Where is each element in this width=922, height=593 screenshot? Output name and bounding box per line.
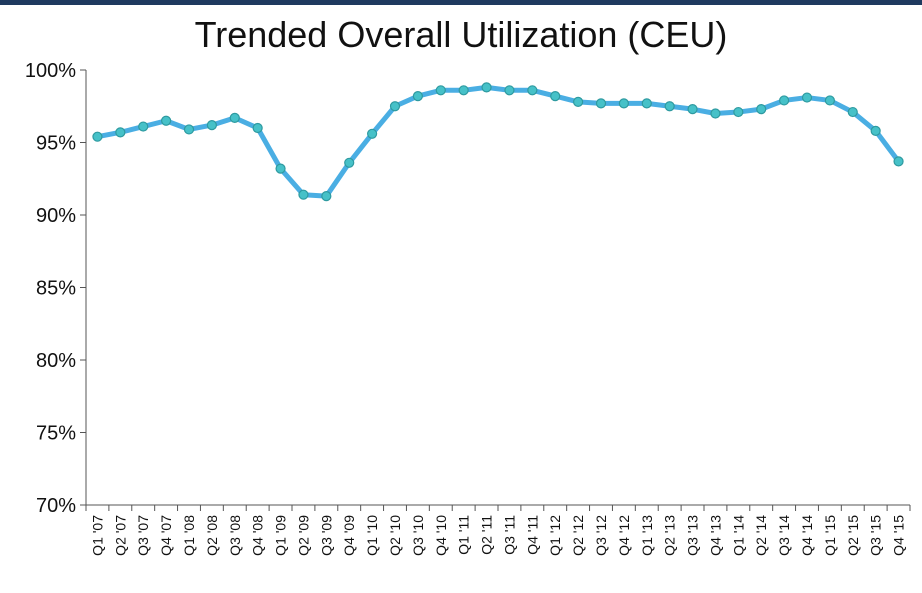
x-tick-label: Q3 '15 bbox=[868, 515, 884, 556]
data-point bbox=[115, 127, 126, 138]
x-tick-label: Q4 '15 bbox=[891, 515, 907, 556]
x-tick-label: Q1 '12 bbox=[547, 515, 563, 556]
data-point bbox=[412, 90, 423, 102]
y-tick-label: 70% bbox=[36, 495, 76, 517]
data-point bbox=[252, 122, 263, 134]
data-point bbox=[183, 124, 195, 135]
data-point bbox=[367, 128, 378, 139]
data-point bbox=[527, 85, 538, 96]
x-tick-label: Q2 '09 bbox=[295, 515, 311, 556]
x-tick-label: Q1 '15 bbox=[822, 515, 838, 556]
data-point bbox=[641, 98, 652, 109]
x-tick-label: Q3 '07 bbox=[135, 515, 151, 556]
data-point bbox=[824, 95, 835, 106]
data-point bbox=[458, 85, 469, 96]
y-tick-label: 75% bbox=[36, 423, 76, 445]
data-point bbox=[229, 112, 240, 123]
x-tick-label: Q2 '10 bbox=[387, 515, 403, 556]
data-point bbox=[344, 157, 355, 168]
y-tick-label: 85% bbox=[36, 278, 76, 300]
x-tick-label: Q2 '13 bbox=[662, 515, 678, 556]
data-point bbox=[687, 104, 698, 115]
data-point bbox=[550, 90, 561, 102]
x-tick-label: Q2 '12 bbox=[570, 515, 586, 556]
data-point bbox=[321, 191, 332, 202]
x-tick-label: Q4 '09 bbox=[341, 515, 357, 556]
y-tick-label: 100% bbox=[25, 60, 76, 82]
data-point bbox=[435, 85, 446, 96]
series-line bbox=[94, 84, 902, 199]
x-tick-label: Q4 '14 bbox=[799, 515, 815, 556]
data-point bbox=[893, 156, 904, 167]
x-tick-label: Q3 '08 bbox=[227, 515, 243, 556]
x-tick-label: Q1 '08 bbox=[181, 515, 197, 556]
x-tick-label: Q1 '14 bbox=[730, 515, 746, 556]
x-tick-label: Q4 '10 bbox=[433, 515, 449, 556]
data-point bbox=[664, 101, 675, 112]
x-tick-label: Q4 '11 bbox=[524, 515, 540, 555]
series-layer bbox=[92, 82, 904, 202]
x-tick-label: Q1 '13 bbox=[639, 515, 655, 556]
x-tick-label: Q3 '10 bbox=[410, 515, 426, 556]
data-point bbox=[573, 96, 584, 108]
data-point bbox=[733, 106, 744, 118]
data-point bbox=[618, 98, 629, 109]
x-tick-label: Q3 '14 bbox=[776, 515, 792, 556]
data-point bbox=[847, 106, 858, 118]
x-tick-label: Q4 '13 bbox=[707, 515, 723, 556]
x-tick-label: Q2 '15 bbox=[845, 515, 861, 556]
x-tick-label: Q1 '09 bbox=[273, 515, 289, 556]
data-point bbox=[92, 131, 103, 142]
x-tick-label: Q3 '11 bbox=[501, 515, 517, 555]
x-tick-label: Q2 '14 bbox=[753, 515, 769, 556]
data-point bbox=[298, 189, 309, 200]
x-tick-label: Q3 '13 bbox=[685, 515, 701, 556]
data-point bbox=[481, 82, 492, 93]
top-accent-bar bbox=[0, 0, 922, 5]
y-tick-label: 90% bbox=[36, 205, 76, 227]
data-point bbox=[206, 119, 217, 131]
x-tick-label: Q1 '11 bbox=[456, 515, 472, 555]
data-point bbox=[870, 125, 881, 136]
x-tick-label: Q2 '11 bbox=[479, 515, 495, 555]
data-point bbox=[801, 92, 813, 103]
x-tick-label: Q3 '09 bbox=[318, 515, 334, 556]
chart-title: Trended Overall Utilization (CEU) bbox=[194, 14, 728, 55]
data-point bbox=[161, 115, 172, 126]
x-tick-label: Q2 '07 bbox=[112, 515, 128, 556]
y-tick-label: 95% bbox=[36, 133, 76, 155]
x-tick-label: Q1 '10 bbox=[364, 515, 380, 556]
y-tick-label: 80% bbox=[36, 350, 76, 372]
x-tick-label: Q4 '07 bbox=[158, 515, 174, 556]
data-point bbox=[779, 95, 790, 106]
x-tick-label: Q2 '08 bbox=[204, 515, 220, 556]
data-point bbox=[275, 163, 286, 174]
x-tick-label: Q4 '12 bbox=[616, 515, 632, 556]
x-axis-ticks: Q1 '07 Q2 '07 Q3 '07 Q4 '07 Q1 '08 Q2 '08 Q3 '… bbox=[85, 505, 911, 556]
data-point bbox=[504, 85, 515, 96]
x-tick-label: Q4 '08 bbox=[250, 515, 266, 556]
data-point bbox=[756, 104, 767, 115]
chart-axes bbox=[85, 70, 910, 506]
x-tick-label: Q1 '07 bbox=[89, 515, 105, 556]
data-point bbox=[138, 121, 149, 132]
data-point bbox=[710, 108, 721, 119]
x-tick-label: Q3 '12 bbox=[593, 515, 609, 556]
y-axis-ticks: 70% 75% 80% 85% 90% 95% 100% bbox=[25, 60, 86, 517]
data-point bbox=[389, 101, 401, 112]
data-point bbox=[595, 98, 607, 109]
